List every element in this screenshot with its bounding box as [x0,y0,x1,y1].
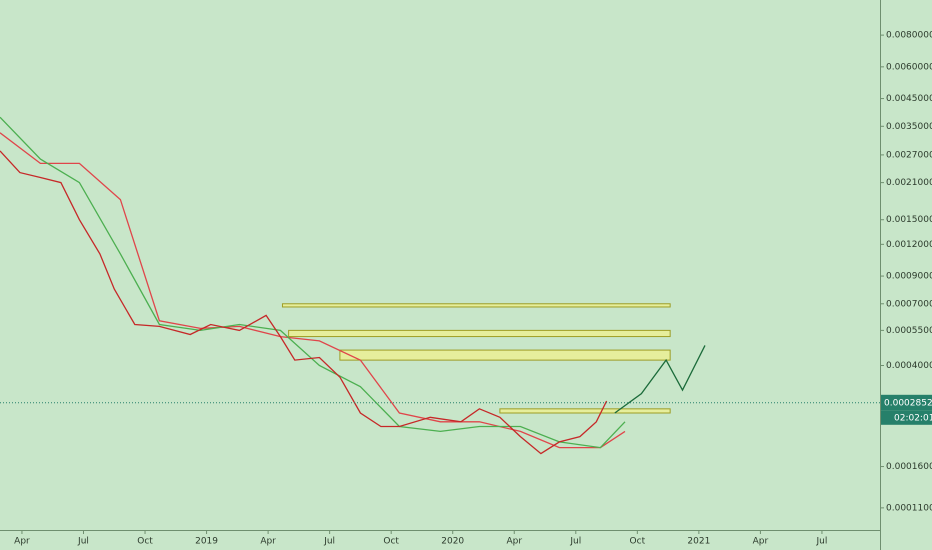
y-tick-label: 0.0080000 [886,31,932,41]
price-line [0,150,608,455]
zone [281,303,671,308]
y-tick-label: 0.0001100 [886,503,932,513]
y-tick-label: 0.0021000 [886,178,932,188]
last-price-box [881,394,932,411]
y-tick-label: 0.0005500 [886,326,932,336]
y-tick-label: 0.0035000 [886,122,932,132]
x-tick-label: Apr [753,537,769,547]
x-tick-label: Oct [137,537,153,547]
y-tick-label: 0.0001600 [886,462,932,472]
x-tick-label: Jul [77,537,89,547]
x-tick-label: Jul [569,537,581,547]
x-tick-label: Oct [383,537,399,547]
x-tick-label: Apr [14,537,30,547]
y-tick-label: 0.0004000 [886,361,932,371]
x-tick-label: Jul [816,537,828,547]
last-price-label: 0.0002852 [884,398,932,408]
y-tick-label: 0.0009000 [886,272,932,282]
y-tick-label: 0.0060000 [886,62,932,72]
zone [288,329,671,338]
y-tick-label: 0.0015000 [886,215,932,225]
x-tick-label: Apr [260,537,276,547]
y-tick-label: 0.0027000 [886,150,932,160]
price-line [614,345,706,414]
y-tick-label: 0.0007000 [886,299,932,309]
y-tick-label: 0.0012000 [886,240,932,250]
price-line [0,116,626,449]
x-tick-label: Jul [323,537,335,547]
x-tick-label: Apr [506,537,522,547]
zone [499,408,671,414]
countdown-label: 02:02:01 [894,413,932,423]
x-tick-label: Oct [630,537,646,547]
zone [339,349,671,361]
x-tick-label: 2020 [441,537,464,547]
x-tick-label: 2019 [195,537,218,547]
y-tick-label: 0.0045000 [886,94,932,104]
x-tick-label: 2021 [687,537,710,547]
price-line [0,132,626,449]
countdown-box [881,410,932,425]
